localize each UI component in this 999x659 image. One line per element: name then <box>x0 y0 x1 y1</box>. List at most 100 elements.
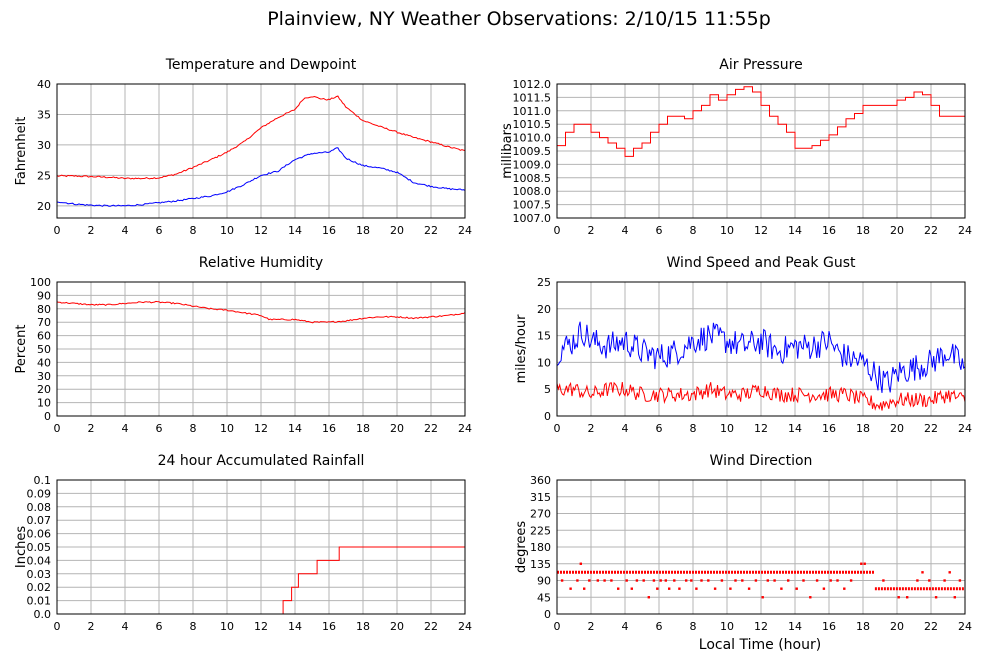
y-tick-label: 70 <box>37 316 51 329</box>
x-tick-label: 18 <box>856 422 870 435</box>
y-axis-label: degrees <box>514 521 529 574</box>
direction-point <box>822 587 826 590</box>
y-tick-label: 1007.0 <box>513 212 552 225</box>
x-tick-label: 16 <box>322 224 336 237</box>
direction-point <box>678 587 681 590</box>
direction-point <box>863 562 866 565</box>
y-tick-label: 0 <box>544 410 551 423</box>
x-tick-label: 10 <box>720 224 734 237</box>
y-tick-label: 0.09 <box>27 487 52 500</box>
y-tick-label: 180 <box>530 541 551 554</box>
direction-point <box>809 596 812 599</box>
direction-point <box>656 587 659 590</box>
y-tick-label: 0.08 <box>27 501 52 514</box>
plot-frame <box>56 83 466 219</box>
x-tick-label: 8 <box>690 422 697 435</box>
direction-point <box>673 579 676 582</box>
direction-point <box>610 579 613 582</box>
x-tick-label: 14 <box>788 620 802 633</box>
y-tick-label: 1007.5 <box>513 199 552 212</box>
y-tick-label: 0.03 <box>27 568 52 581</box>
x-tick-label: 18 <box>356 422 370 435</box>
x-tick-label: 14 <box>288 224 302 237</box>
direction-point <box>630 587 633 590</box>
x-tick-label: 20 <box>390 422 404 435</box>
x-tick-label: 18 <box>356 620 370 633</box>
x-tick-label: 12 <box>254 620 268 633</box>
y-tick-label: 0.05 <box>27 541 52 554</box>
direction-point <box>588 579 591 582</box>
x-tick-label: 14 <box>288 422 302 435</box>
chart-title: Relative Humidity <box>199 255 323 271</box>
direction-point <box>569 587 572 590</box>
y-tick-label: 40 <box>37 78 51 91</box>
direction-point <box>635 579 639 582</box>
direction-point <box>668 587 671 590</box>
x-tick-label: 2 <box>588 422 595 435</box>
direction-point <box>943 579 946 582</box>
y-tick-label: 10 <box>537 356 551 369</box>
y-tick-label: 20 <box>37 383 51 396</box>
plot-frame <box>556 83 966 219</box>
x-tick-label: 18 <box>356 224 370 237</box>
shared-x-axis-label: Local Time (hour) <box>699 637 821 653</box>
x-tick-label: 22 <box>424 224 438 237</box>
direction-point <box>576 579 579 582</box>
y-tick-label: 30 <box>37 370 51 383</box>
y-tick-label: 40 <box>37 356 51 369</box>
direction-point <box>882 579 885 582</box>
direction-point <box>659 579 662 582</box>
x-tick-label: 6 <box>656 224 663 237</box>
direction-point <box>795 587 798 590</box>
x-tick-label: 6 <box>656 620 663 633</box>
y-axis-label: Percent <box>14 325 29 374</box>
y-tick-label: 15 <box>537 330 551 343</box>
direction-point <box>958 579 962 582</box>
direction-point <box>860 562 863 565</box>
y-tick-label: 45 <box>537 591 551 604</box>
x-tick-label: 8 <box>190 422 197 435</box>
x-tick-label: 6 <box>156 620 163 633</box>
direction-point <box>953 596 956 599</box>
y-tick-label: 10 <box>37 397 51 410</box>
x-tick-label: 12 <box>754 620 768 633</box>
x-tick-label: 4 <box>122 224 129 237</box>
y-tick-label: 0.0 <box>34 608 52 621</box>
direction-point <box>729 587 732 590</box>
x-tick-label: 0 <box>554 224 561 237</box>
x-tick-label: 20 <box>890 422 904 435</box>
y-tick-label: 0 <box>544 608 551 621</box>
direction-point <box>761 596 764 599</box>
direction-point <box>664 579 667 582</box>
y-axis-label: Fahrenheit <box>14 117 29 186</box>
direction-point <box>720 579 724 582</box>
x-tick-label: 20 <box>390 224 404 237</box>
chart-temp: 0 2 4 6 8 10 12 14 16 18 20 22 242025303540Temperatu… <box>14 57 472 237</box>
x-tick-label: 14 <box>788 422 802 435</box>
direction-point <box>695 587 698 590</box>
y-tick-label: 90 <box>37 289 51 302</box>
y-tick-label: 1009.5 <box>513 145 552 158</box>
x-tick-label: 16 <box>822 224 836 237</box>
x-tick-label: 8 <box>190 620 197 633</box>
y-tick-label: 360 <box>530 474 551 487</box>
x-tick-label: 22 <box>924 224 938 237</box>
x-tick-label: 0 <box>554 422 561 435</box>
x-tick-label: 24 <box>958 620 972 633</box>
y-tick-label: 30 <box>37 139 51 152</box>
x-tick-label: 8 <box>690 620 697 633</box>
chart-title: Air Pressure <box>719 57 802 73</box>
y-tick-label: 1012.0 <box>513 78 552 91</box>
direction-point <box>713 587 717 590</box>
y-axis-label: miles/hour <box>514 314 529 383</box>
y-tick-label: 0 <box>44 410 51 423</box>
direction-point <box>754 579 758 582</box>
direction-point <box>625 579 628 582</box>
x-tick-label: 6 <box>656 422 663 435</box>
direction-point <box>802 579 805 582</box>
direction-point <box>700 579 703 582</box>
x-tick-label: 2 <box>88 224 95 237</box>
series-line-1 <box>556 321 966 393</box>
x-tick-label: 6 <box>156 422 163 435</box>
